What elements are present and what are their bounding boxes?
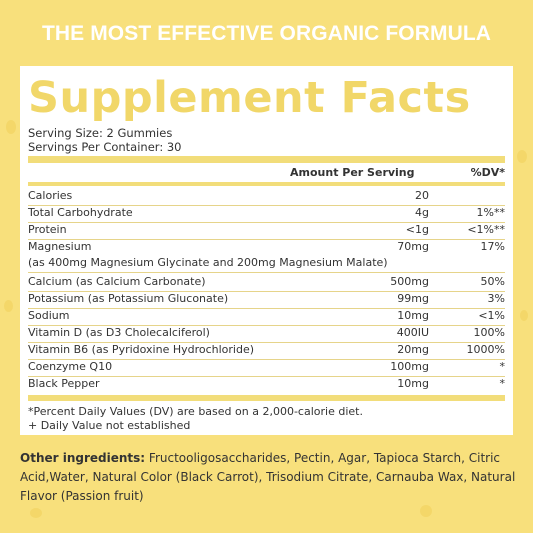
nutrient-amount: 20 (415, 189, 429, 202)
nutrient-amount: 10mg (397, 309, 429, 322)
facts-row: Sodium 10mg <1% (28, 309, 505, 326)
banner-heading: THE MOST EFFECTIVE ORGANIC FORMULA (41, 22, 492, 45)
facts-row: Vitamin D (as D3 Cholecalciferol) 400IU … (28, 326, 505, 343)
nutrient-dv: 100% (473, 326, 505, 339)
nutrient-amount: 99mg (397, 292, 429, 305)
nutrient-amount: 70mg (397, 240, 429, 253)
nutrient-label: Calories (28, 189, 73, 202)
supplement-facts-panel: Supplement Facts Serving Size: 2 Gummies… (20, 66, 513, 435)
other-ingredients-label: Other ingredients: (20, 451, 146, 465)
servings-per-container: Servings Per Container: 30 (28, 140, 182, 154)
other-ingredients: Other ingredients: Fructooligosaccharide… (20, 449, 520, 506)
panel-title: Supplement Facts (28, 73, 471, 123)
nutrient-dv: 1%** (476, 206, 505, 219)
nutrient-dv: <1% (478, 309, 505, 322)
decor-dot (517, 150, 527, 163)
nutrient-dv: 17% (480, 240, 505, 253)
facts-row: Total Carbohydrate 4g 1%** (28, 206, 505, 223)
facts-row: Calcium (as Calcium Carbonate) 500mg 50% (28, 275, 505, 292)
nutrient-amount: 500mg (390, 275, 429, 288)
nutrient-sublabel: (as 400mg Magnesium Glycinate and 200mg … (28, 256, 388, 269)
decor-dot (30, 508, 42, 518)
decor-dot (520, 310, 528, 321)
facts-row: Potassium (as Potassium Gluconate) 99mg … (28, 292, 505, 309)
nutrient-label: Sodium (28, 309, 70, 322)
nutrient-dv: <1%** (467, 223, 505, 236)
nutrient-amount: <1g (405, 223, 429, 236)
divider-bar (28, 395, 505, 401)
nutrient-label: Magnesium (28, 240, 92, 253)
facts-row: Coenzyme Q10 100mg * (28, 360, 505, 377)
other-ingredients-text: Fructooligosaccharides, Pectin, Agar, Ta… (20, 451, 516, 503)
nutrient-amount: 10mg (397, 377, 429, 390)
nutrient-dv: * (499, 377, 506, 390)
decor-dot (4, 300, 13, 312)
decor-dot (420, 505, 432, 517)
nutrient-label: Vitamin D (as D3 Cholecalciferol) (28, 326, 210, 339)
facts-row: Magnesium (as 400mg Magnesium Glycinate … (28, 240, 505, 273)
nutrient-label: Potassium (as Potassium Gluconate) (28, 292, 229, 305)
nutrient-amount: 100mg (390, 360, 429, 373)
nutrient-dv: 1000% (466, 343, 505, 356)
nutrient-amount: 4g (415, 206, 429, 219)
amount-header: Amount Per Serving (290, 166, 415, 179)
divider-bar (28, 156, 505, 163)
nutrient-label: Calcium (as Calcium Carbonate) (28, 275, 206, 288)
facts-row: Vitamin B6 (as Pyridoxine Hydrochloride)… (28, 343, 505, 360)
facts-row: Calories 20 (28, 189, 505, 206)
serving-size: Serving Size: 2 Gummies (28, 126, 173, 140)
nutrient-label: Total Carbohydrate (28, 206, 133, 219)
nutrient-amount: 400IU (396, 326, 429, 339)
nutrient-label: Vitamin B6 (as Pyridoxine Hydrochloride) (28, 343, 255, 356)
divider-bar (28, 182, 505, 186)
nutrient-label: Black Pepper (28, 377, 100, 390)
dv-header: %DV* (470, 166, 505, 179)
footnote-not-established: + Daily Value not established (28, 419, 191, 432)
nutrient-dv: 3% (487, 292, 505, 305)
nutrient-label: Protein (28, 223, 67, 236)
nutrient-amount: 20mg (397, 343, 429, 356)
facts-row: Protein <1g <1%** (28, 223, 505, 240)
nutrient-label: Coenzyme Q10 (28, 360, 113, 373)
decor-dot (6, 120, 16, 134)
footnote-dv: *Percent Daily Values (DV) are based on … (28, 405, 363, 418)
nutrient-dv: 50% (480, 275, 505, 288)
nutrient-dv: * (499, 360, 506, 373)
facts-row: Black Pepper 10mg * (28, 377, 505, 393)
